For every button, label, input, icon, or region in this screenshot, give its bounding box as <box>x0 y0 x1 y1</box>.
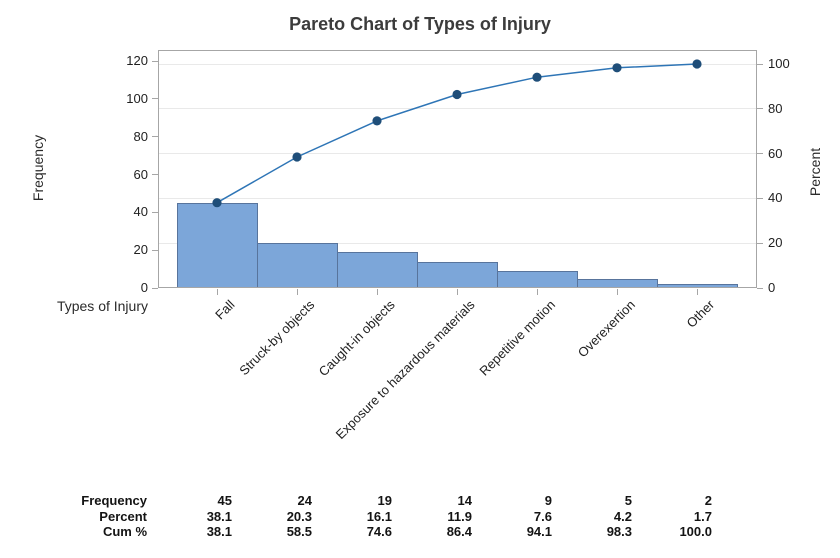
x-tick <box>696 289 698 295</box>
x-tick <box>616 289 618 295</box>
table-cell-cum-struck-by-objects: 58.5 <box>286 524 312 539</box>
y-left-tick <box>152 211 158 213</box>
x-tick <box>456 289 458 295</box>
table-cell-percent-repetitive-motion: 7.6 <box>533 508 552 524</box>
y-left-tick-label: 20 <box>133 242 148 258</box>
gridline <box>158 153 757 155</box>
plot-area <box>158 50 757 288</box>
table-cell-percent-struck-by-objects: 20.3 <box>286 508 312 524</box>
table-cell-percent-exposure-to-hazardous-materials: 11.9 <box>447 508 472 524</box>
y-left-tick-label: 120 <box>126 53 148 68</box>
table-cell-cum-repetitive-motion: 94.1 <box>526 524 552 539</box>
y-left-tick-label: 80 <box>133 128 148 144</box>
x-tick <box>376 289 378 295</box>
cum-marker-other <box>692 59 702 69</box>
table-cell-frequency-caught-in-objects: 19 <box>377 493 392 508</box>
cumulative-line <box>216 63 698 204</box>
y-left-tick <box>152 174 158 175</box>
y-right-tick <box>757 63 763 65</box>
y-left-tick <box>152 249 158 251</box>
bar-overexertion <box>577 278 658 288</box>
table-cell-frequency-exposure-to-hazardous-materials: 14 <box>457 493 472 508</box>
y-right-tick <box>757 108 763 110</box>
x-tick <box>296 289 298 295</box>
cum-marker-exposure-to-hazardous-materials <box>452 89 462 100</box>
y-right-tick-label: 20 <box>768 235 783 251</box>
x-tick <box>536 289 538 295</box>
x-tick-label-fall: Fall <box>212 297 238 323</box>
y-left-tick-label: 40 <box>133 204 148 220</box>
y-right-tick-label: 40 <box>768 190 783 206</box>
gridline <box>158 242 757 244</box>
y-left-tick-label: 0 <box>140 280 148 295</box>
y-right-tick <box>757 287 763 289</box>
table-cell-percent-caught-in-objects: 16.1 <box>366 508 392 524</box>
y-right-tick <box>757 153 763 155</box>
y-left-tick-label: 100 <box>126 90 148 106</box>
x-tick-label-overexertion: Overexertion <box>574 297 638 361</box>
bar-other <box>657 284 738 288</box>
left-axis-title: Frequency <box>30 134 46 202</box>
y-left-tick <box>152 98 158 100</box>
y-right-tick <box>757 242 763 244</box>
table-cell-frequency-other: 2 <box>704 493 712 508</box>
x-tick <box>216 289 218 295</box>
y-right-tick-label: 80 <box>768 100 783 116</box>
table-cell-cum-fall: 38.1 <box>206 524 232 539</box>
table-cell-frequency-overexertion: 5 <box>624 493 632 508</box>
table-cell-frequency-fall: 45 <box>217 493 232 508</box>
table-cell-cum-caught-in-objects: 74.6 <box>366 524 392 539</box>
table-cell-percent-overexertion: 4.2 <box>613 508 632 524</box>
table-cell-cum-overexertion: 98.3 <box>606 524 632 539</box>
chart-title: Pareto Chart of Types of Injury <box>289 14 551 34</box>
x-tick-label-caught-in-objects: Caught-in objects <box>315 297 398 380</box>
right-axis-title: Percent <box>807 147 823 197</box>
table-cell-frequency-struck-by-objects: 24 <box>297 493 312 508</box>
table-cell-frequency-repetitive-motion: 9 <box>544 493 552 508</box>
y-left-tick <box>152 136 158 138</box>
cum-marker-caught-in-objects <box>372 116 382 126</box>
table-row-label: Frequency <box>81 493 147 508</box>
cumulative-line-layer <box>212 59 702 208</box>
table-row-label: Percent <box>99 508 147 524</box>
x-axis-title: Types of Injury <box>56 298 148 314</box>
x-tick-label-exposure-to-hazardous-materials: Exposure to hazardous materials <box>332 297 478 442</box>
x-tick-label-repetitive-motion: Repetitive motion <box>475 297 558 379</box>
y-left-tick <box>152 287 158 289</box>
y-left-tick-label: 60 <box>133 166 148 182</box>
x-tick-label-other: Other <box>684 297 718 331</box>
y-right-tick-label: 60 <box>768 145 783 161</box>
table-row-label: Cum % <box>102 524 147 539</box>
bar-caught-in-objects <box>337 252 418 288</box>
table-cell-percent-other: 1.7 <box>693 508 712 524</box>
y-left-tick <box>152 60 158 62</box>
bar-exposure-to-hazardous-materials <box>417 261 498 288</box>
gridline <box>158 108 757 110</box>
table-cell-cum-exposure-to-hazardous-materials: 86.4 <box>446 524 472 539</box>
y-right-tick <box>757 197 763 199</box>
y-right-tick-label: 100 <box>768 56 790 71</box>
y-right-tick-label: 0 <box>768 280 776 295</box>
gridline <box>158 63 757 65</box>
table-cell-cum-other: 100.0 <box>679 524 712 539</box>
cum-marker-fall <box>212 198 222 208</box>
gridline <box>158 197 757 199</box>
cum-marker-overexertion <box>612 63 622 73</box>
bar-struck-by-objects <box>257 242 338 288</box>
cum-marker-struck-by-objects <box>292 152 302 162</box>
table-cell-percent-fall: 38.1 <box>206 508 232 524</box>
x-tick-label-struck-by-objects: Struck-by objects <box>236 297 318 379</box>
cum-marker-repetitive-motion <box>532 72 542 82</box>
